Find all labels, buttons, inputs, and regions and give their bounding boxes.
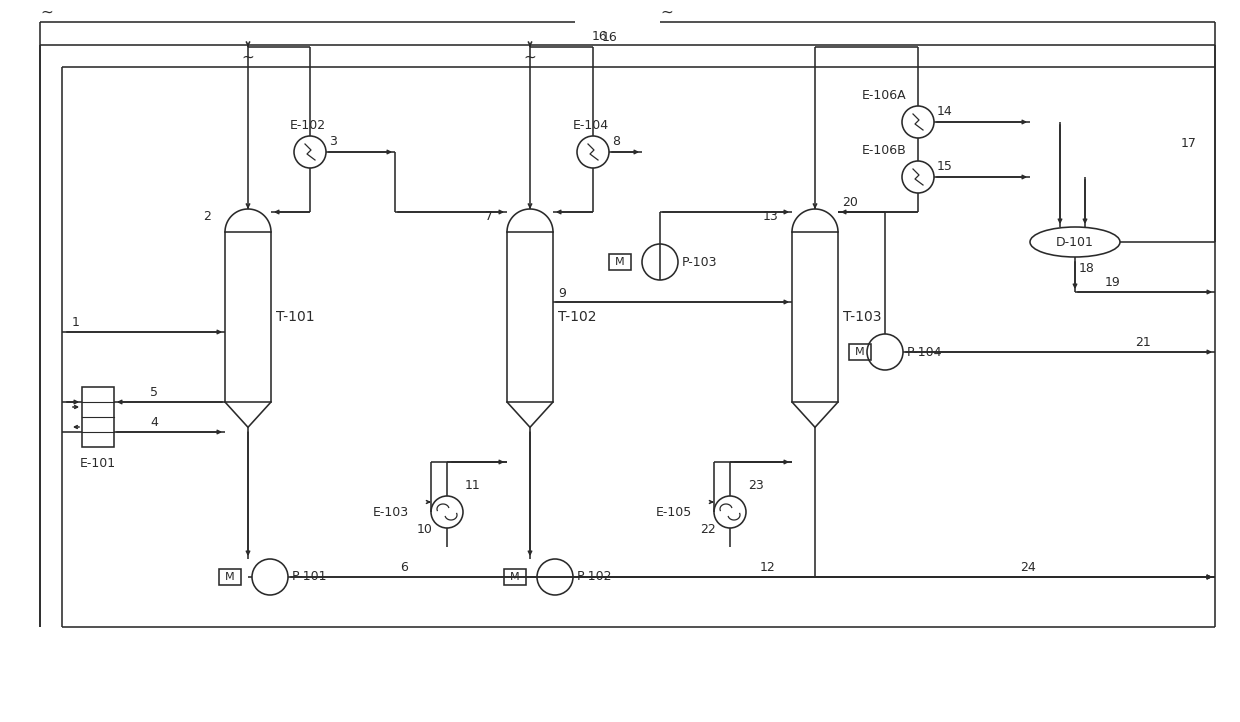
Text: 6: 6 (401, 561, 408, 574)
Text: ~: ~ (523, 50, 537, 65)
Text: ~: ~ (40, 5, 53, 20)
Text: 18: 18 (1079, 261, 1095, 274)
Text: E-101: E-101 (79, 457, 117, 470)
Text: 7: 7 (485, 211, 494, 224)
Text: E-102: E-102 (290, 119, 326, 132)
Bar (792, 232, 838, 402)
Text: T-102: T-102 (558, 310, 596, 324)
Text: 21: 21 (1135, 336, 1151, 349)
Text: P-101: P-101 (291, 570, 327, 583)
Text: 20: 20 (842, 196, 858, 209)
Text: M: M (510, 572, 520, 582)
Text: E-103: E-103 (373, 505, 409, 518)
Text: D-101: D-101 (1056, 235, 1094, 248)
Text: T-103: T-103 (843, 310, 882, 324)
Text: P-103: P-103 (682, 256, 718, 269)
Text: 5: 5 (150, 386, 157, 399)
Text: E-105: E-105 (656, 505, 692, 518)
Text: 4: 4 (150, 416, 157, 429)
Text: E-106B: E-106B (862, 144, 906, 157)
Text: 9: 9 (558, 287, 565, 300)
Text: ~: ~ (660, 5, 673, 20)
Text: 8: 8 (613, 135, 620, 148)
Text: 23: 23 (748, 479, 764, 492)
Text: 16: 16 (593, 30, 608, 43)
Text: 1: 1 (72, 316, 79, 329)
Text: E-104: E-104 (573, 119, 609, 132)
Text: M: M (615, 257, 625, 267)
Bar (503, 569, 526, 586)
Bar (849, 344, 870, 360)
Bar (82, 387, 114, 447)
Text: 12: 12 (760, 561, 776, 574)
Text: 11: 11 (465, 479, 481, 492)
Text: T-101: T-101 (277, 310, 315, 324)
Bar (224, 232, 272, 402)
Text: 22: 22 (701, 523, 715, 536)
Text: 19: 19 (1105, 276, 1121, 289)
Text: 24: 24 (1021, 561, 1035, 574)
Text: 17: 17 (1182, 137, 1197, 150)
Text: ~: ~ (242, 50, 254, 65)
Text: 3: 3 (329, 135, 337, 148)
Text: 10: 10 (417, 523, 433, 536)
Bar (219, 569, 241, 586)
Text: P-102: P-102 (577, 570, 613, 583)
Bar (609, 253, 631, 270)
Text: 2: 2 (203, 211, 211, 224)
Text: M: M (856, 347, 864, 357)
Text: 16: 16 (603, 31, 618, 44)
Text: P-104: P-104 (906, 346, 942, 359)
Text: M: M (226, 572, 234, 582)
Text: 13: 13 (763, 211, 777, 224)
Bar (507, 232, 553, 402)
Text: 15: 15 (937, 160, 952, 173)
Text: 14: 14 (937, 105, 952, 118)
Text: E-106A: E-106A (862, 89, 906, 102)
